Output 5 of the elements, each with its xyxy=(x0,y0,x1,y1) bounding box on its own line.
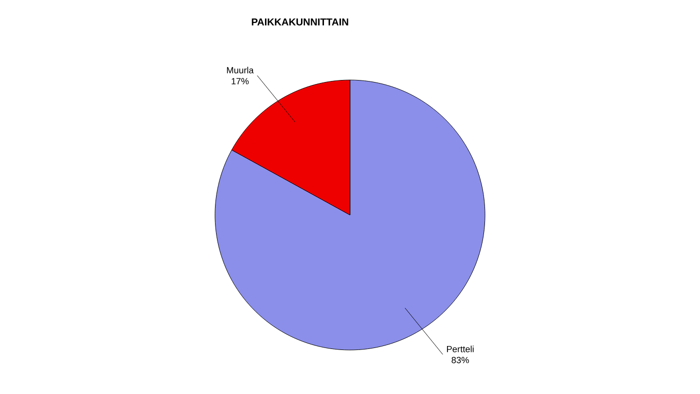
chart-title: PAIKKAKUNNITTAIN xyxy=(252,18,348,26)
slice-label: Muurla xyxy=(227,66,254,74)
slice-label: Pertteli xyxy=(447,346,474,352)
data-label: 17% xyxy=(232,78,249,84)
data-label: 83% xyxy=(452,356,469,364)
